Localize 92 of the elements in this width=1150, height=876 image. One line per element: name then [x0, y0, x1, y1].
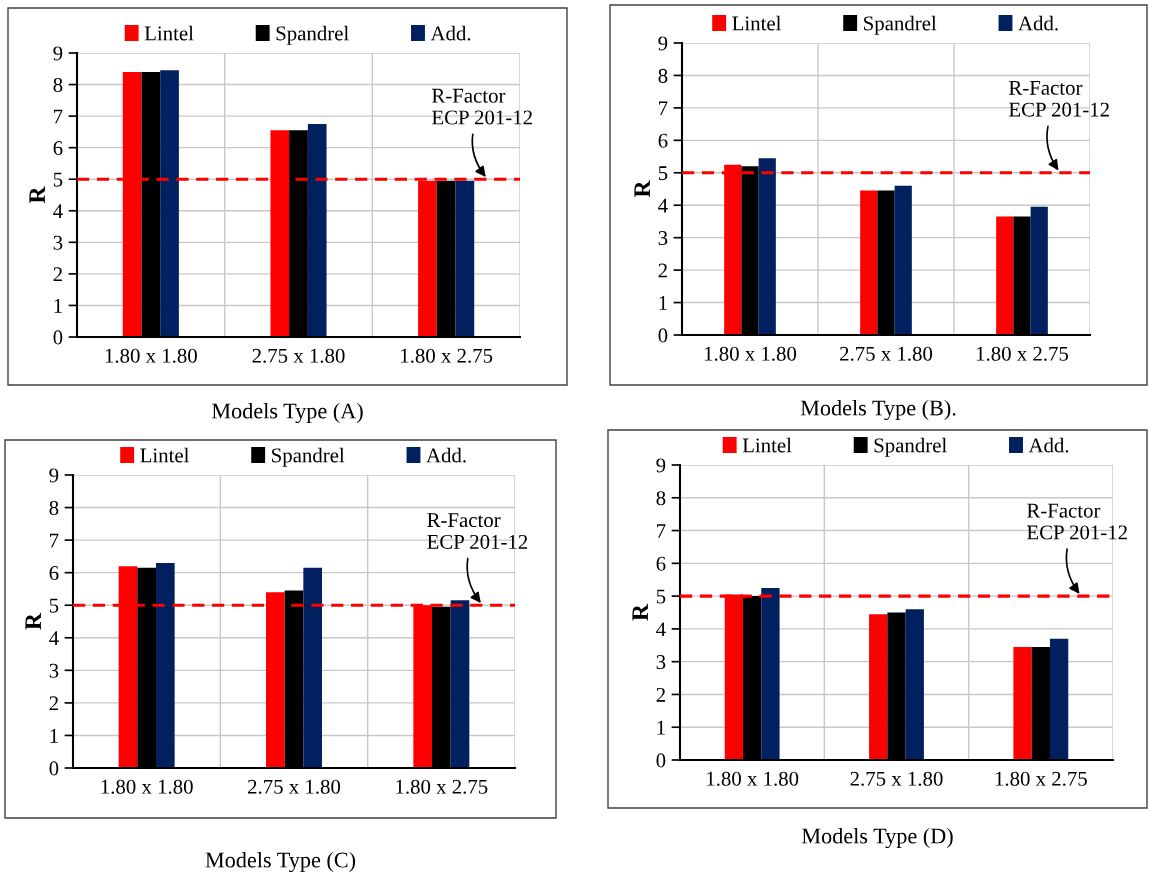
legend-label: Add. [1028, 437, 1069, 453]
legend-label: Lintel [732, 15, 782, 31]
bar [1013, 646, 1032, 760]
bar [758, 158, 776, 335]
legend-label: Add. [426, 447, 466, 463]
y-tick-label: 7 [657, 524, 666, 538]
x-tick-label: 1.80 x 1.80 [704, 346, 797, 361]
y-tick-label: 5 [656, 589, 666, 604]
x-tick-label: 1.80 x 1.80 [707, 771, 799, 786]
bar [1030, 206, 1048, 335]
bar [160, 70, 179, 337]
bar [860, 190, 878, 335]
text: Models Type (D) [801, 827, 953, 849]
bar [894, 185, 912, 335]
y-tick-label: 3 [49, 663, 59, 678]
x-tick-label: 1.80 x 2.75 [976, 346, 1069, 361]
y-tick-label: 1 [54, 298, 62, 313]
x-tick-label: 2.75 x 1.80 [252, 348, 345, 363]
y-axis-title: R [29, 186, 45, 204]
y-tick-label: 0 [656, 753, 666, 768]
bar [905, 609, 924, 760]
x-tick-label: 1.80 x 1.80 [101, 779, 193, 794]
y-axis-title: R [634, 180, 650, 198]
x-tick-label: 2.75 x 1.80 [840, 346, 933, 361]
y-tick-label: 2 [658, 263, 667, 278]
legend-label: Add. [1018, 15, 1058, 31]
x-tick-label: 2.75 x 1.80 [248, 779, 341, 794]
bar [1049, 638, 1069, 760]
text: Models Type (A) [211, 402, 363, 424]
y-tick-label: 1 [657, 720, 665, 735]
y-tick-label: 7 [50, 533, 59, 548]
y-tick-label: 0 [49, 761, 59, 776]
y-tick-label: 6 [49, 566, 59, 581]
legend-label: Spandrel [874, 437, 947, 457]
ref-line-label: R-Factor ECP 201-12 [432, 88, 532, 125]
y-tick-label: 6 [53, 141, 63, 156]
y-tick-label: 9 [53, 46, 63, 61]
bar [869, 614, 888, 760]
text: Models Type (B). [800, 399, 956, 421]
x-tick-label: 1.80 x 2.75 [396, 779, 488, 794]
text: Models Type (C) [205, 851, 356, 873]
legend-label: Spandrel [276, 25, 349, 45]
ref-line-label: R-Factor ECP 201-12 [1009, 81, 1109, 117]
y-tick-label: 8 [53, 77, 63, 92]
bar [761, 587, 780, 760]
bar [303, 567, 322, 768]
legend-label: Spandrel [864, 15, 937, 35]
y-tick-label: 8 [656, 491, 666, 506]
legend-label: Lintel [742, 437, 792, 453]
ref-line-label: R-Factor ECP 201-12 [427, 513, 528, 549]
legend-label: Lintel [144, 25, 194, 41]
bar [450, 600, 470, 768]
y-tick-label: 7 [54, 109, 63, 124]
y-tick-label: 4 [656, 622, 666, 637]
ref-line-label: R-Factor ECP 201-12 [1027, 503, 1127, 540]
y-tick-label: 9 [658, 36, 668, 51]
x-tick-label: 1.80 x 1.80 [105, 348, 197, 363]
y-axis-title: R [25, 612, 41, 630]
y-axis-title: R [632, 603, 648, 621]
y-tick-label: 3 [656, 655, 666, 670]
y-tick-label: 4 [53, 204, 63, 219]
legend-label: Spandrel [272, 447, 345, 467]
x-tick-label: 1.80 x 2.75 [401, 348, 493, 363]
y-tick-label: 8 [658, 68, 668, 83]
y-tick-label: 2 [49, 696, 58, 711]
y-tick-label: 1 [50, 728, 58, 743]
x-tick-label: 2.75 x 1.80 [850, 771, 943, 786]
y-tick-label: 2 [656, 687, 665, 702]
y-tick-label: 5 [53, 172, 63, 187]
y-tick-label: 5 [49, 598, 59, 613]
bar [996, 216, 1014, 335]
y-tick-label: 9 [49, 468, 59, 483]
y-tick-label: 8 [49, 500, 59, 515]
y-tick-label: 0 [658, 328, 668, 343]
y-tick-label: 9 [656, 458, 666, 473]
bar [156, 562, 175, 768]
y-tick-label: 6 [658, 133, 668, 148]
y-tick-label: 4 [49, 631, 59, 646]
y-tick-label: 3 [53, 235, 63, 250]
legend-label: Lintel [140, 447, 190, 463]
x-tick-label: 1.80 x 2.75 [995, 771, 1087, 786]
y-tick-label: 6 [656, 556, 666, 571]
bar [455, 180, 475, 337]
y-tick-label: 5 [658, 166, 668, 181]
y-tick-label: 3 [658, 231, 668, 246]
y-tick-label: 7 [659, 101, 668, 116]
y-tick-label: 4 [658, 198, 668, 213]
y-tick-label: 0 [53, 330, 63, 345]
y-tick-label: 1 [659, 296, 667, 310]
bar [307, 124, 327, 337]
y-tick-label: 2 [53, 267, 62, 282]
legend-label: Add. [430, 25, 471, 41]
